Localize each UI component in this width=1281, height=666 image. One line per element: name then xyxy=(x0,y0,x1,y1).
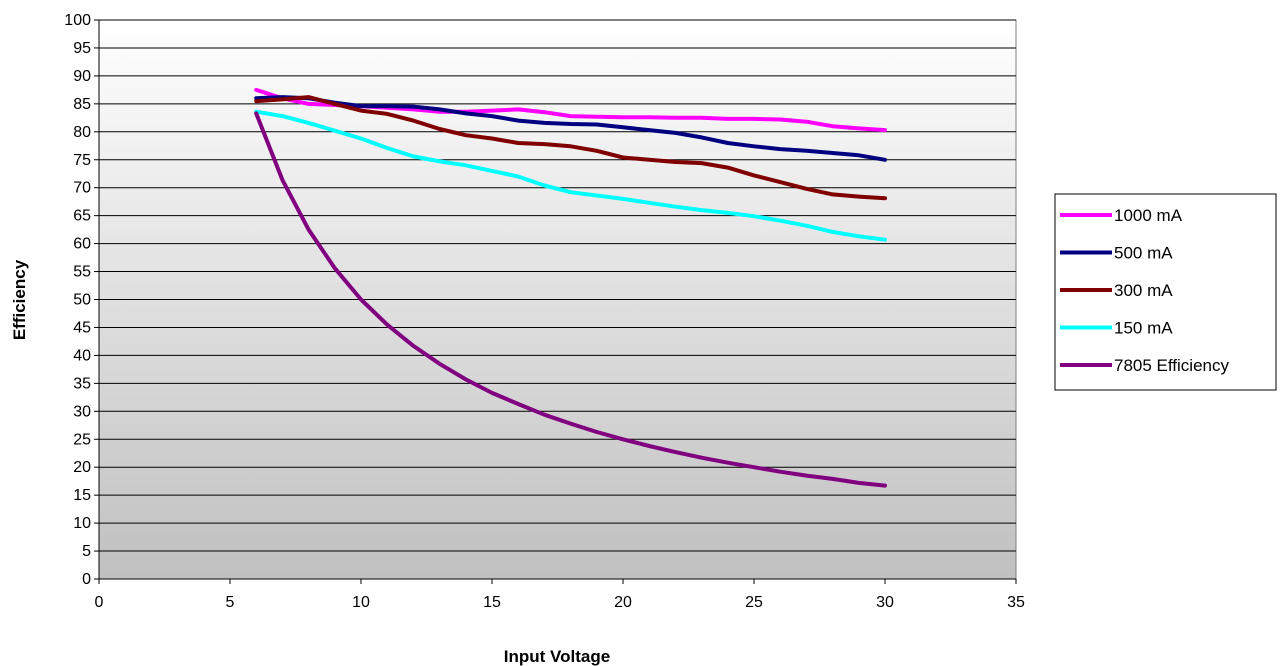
y-tick-label: 25 xyxy=(73,431,91,448)
legend-label: 150 mA xyxy=(1114,319,1173,338)
series-line-7805-efficiency xyxy=(254,111,887,488)
series-lines xyxy=(254,87,887,488)
y-tick-label: 65 xyxy=(73,208,91,225)
y-tick-label: 0 xyxy=(82,571,91,588)
y-tick-label: 20 xyxy=(73,459,91,476)
y-tick-label: 85 xyxy=(73,96,91,113)
x-tick-label: 10 xyxy=(352,594,370,611)
y-tick-label: 50 xyxy=(73,292,91,309)
y-tick-label: 70 xyxy=(73,180,91,197)
y-tick-label: 5 xyxy=(82,543,91,560)
legend-label: 7805 Efficiency xyxy=(1114,356,1229,375)
series-line-500-ma xyxy=(254,95,887,162)
y-tick-label: 15 xyxy=(73,487,91,504)
y-tick-label: 40 xyxy=(73,347,91,364)
x-tick-label: 25 xyxy=(745,594,763,611)
x-tick-label: 5 xyxy=(226,594,235,611)
y-tick-label: 90 xyxy=(73,68,91,85)
x-axis-title: Input Voltage xyxy=(504,647,610,666)
axes: 0510152025303540455055606570758085909510… xyxy=(64,12,1025,611)
x-tick-label: 30 xyxy=(876,594,894,611)
series-line-300-ma xyxy=(254,95,887,201)
legend-label: 300 mA xyxy=(1114,281,1173,300)
y-tick-label: 30 xyxy=(73,403,91,420)
y-tick-label: 75 xyxy=(73,152,91,169)
y-tick-label: 45 xyxy=(73,319,91,336)
y-tick-label: 10 xyxy=(73,515,91,532)
y-tick-label: 95 xyxy=(73,40,91,57)
series-line-150-ma xyxy=(254,109,887,242)
x-tick-label: 20 xyxy=(614,594,632,611)
y-tick-label: 35 xyxy=(73,375,91,392)
y-tick-label: 80 xyxy=(73,124,91,141)
legend: 1000 mA 500 mA 300 mA 150 mA 7805 Efficiency xyxy=(1054,193,1277,391)
y-tick-label: 60 xyxy=(73,236,91,253)
legend-label: 1000 mA xyxy=(1114,206,1183,225)
legend-label: 500 mA xyxy=(1114,244,1173,263)
y-tick-label: 55 xyxy=(73,264,91,281)
grid-lines xyxy=(99,19,1016,552)
y-axis-title: Efficiency xyxy=(10,259,29,340)
y-tick-label: 100 xyxy=(64,12,91,29)
x-tick-label: 0 xyxy=(95,594,104,611)
x-tick-label: 35 xyxy=(1007,594,1025,611)
x-tick-label: 15 xyxy=(483,594,501,611)
